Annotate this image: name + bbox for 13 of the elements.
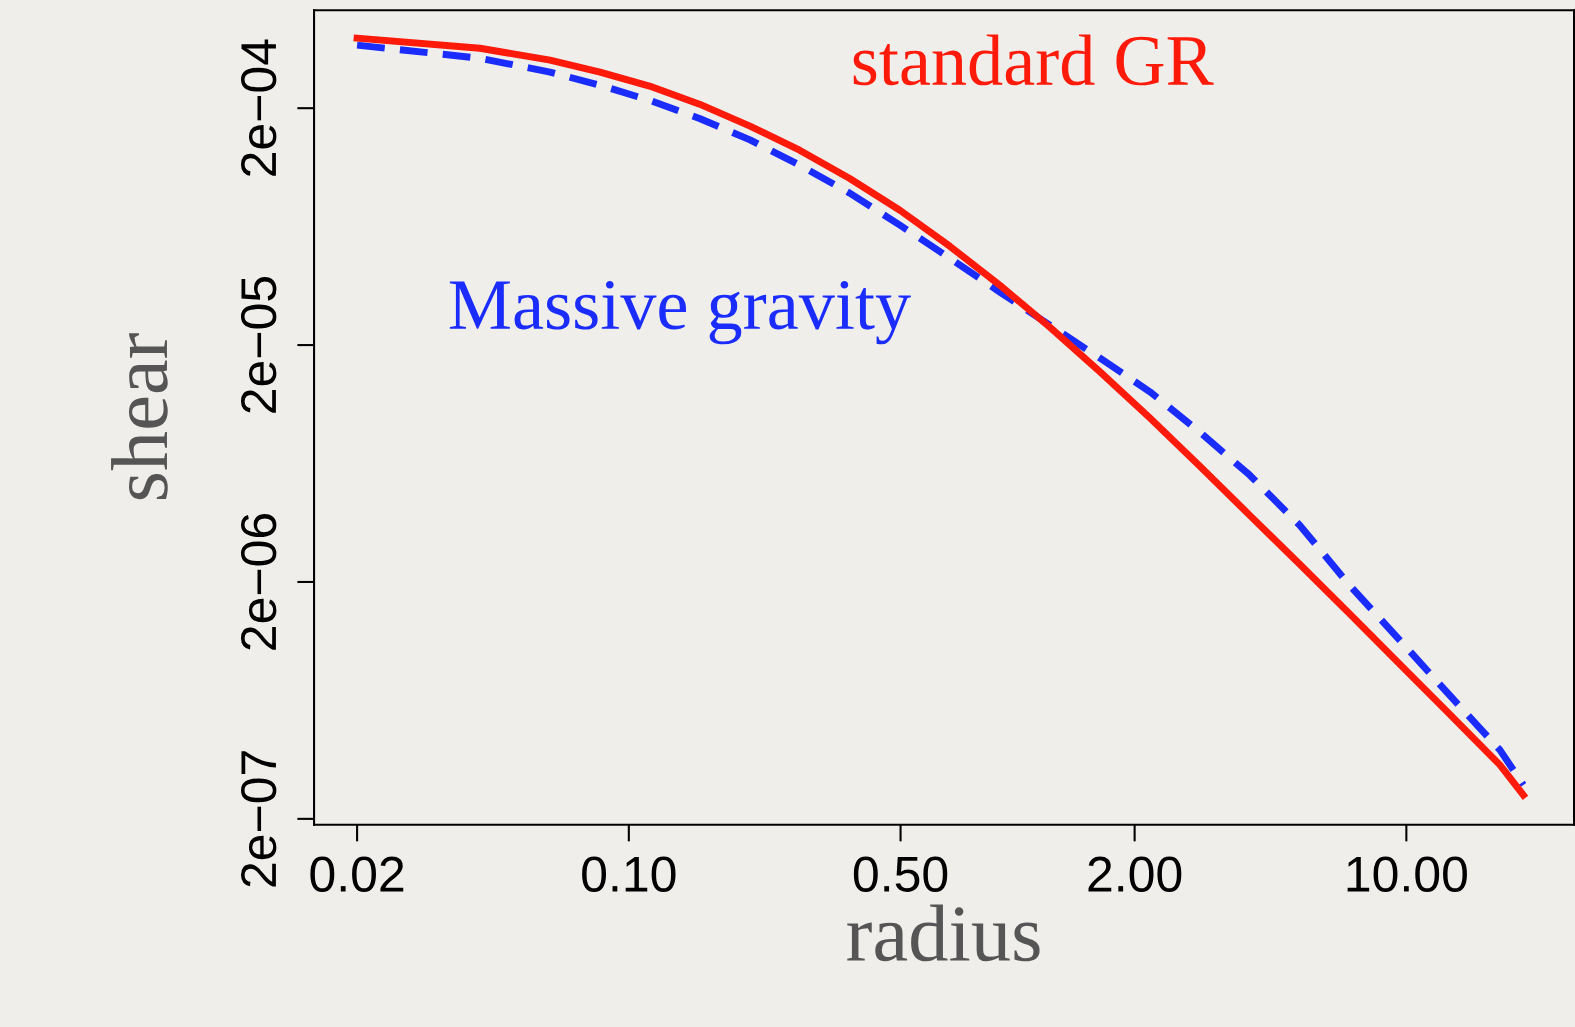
y-axis-title: shear bbox=[111, 333, 168, 500]
x-tick-label: 2.00 bbox=[1088, 856, 1182, 892]
series-label: Massive gravity bbox=[449, 280, 911, 345]
x-tick-label: 0.02 bbox=[310, 856, 404, 892]
y-tick-label: 2e−06 bbox=[240, 513, 277, 650]
x-tick-label: 10.00 bbox=[1347, 856, 1467, 892]
y-tick-label: 2e−07 bbox=[240, 751, 277, 887]
y-tick-label: 2e−05 bbox=[240, 276, 277, 413]
series-label: standard GR bbox=[853, 34, 1214, 86]
x-tick-label: 0.50 bbox=[853, 856, 948, 892]
y-tick-label: 2e−04 bbox=[240, 39, 277, 176]
x-axis-title: radius bbox=[847, 904, 1040, 962]
x-tick-label: 0.10 bbox=[582, 856, 676, 892]
